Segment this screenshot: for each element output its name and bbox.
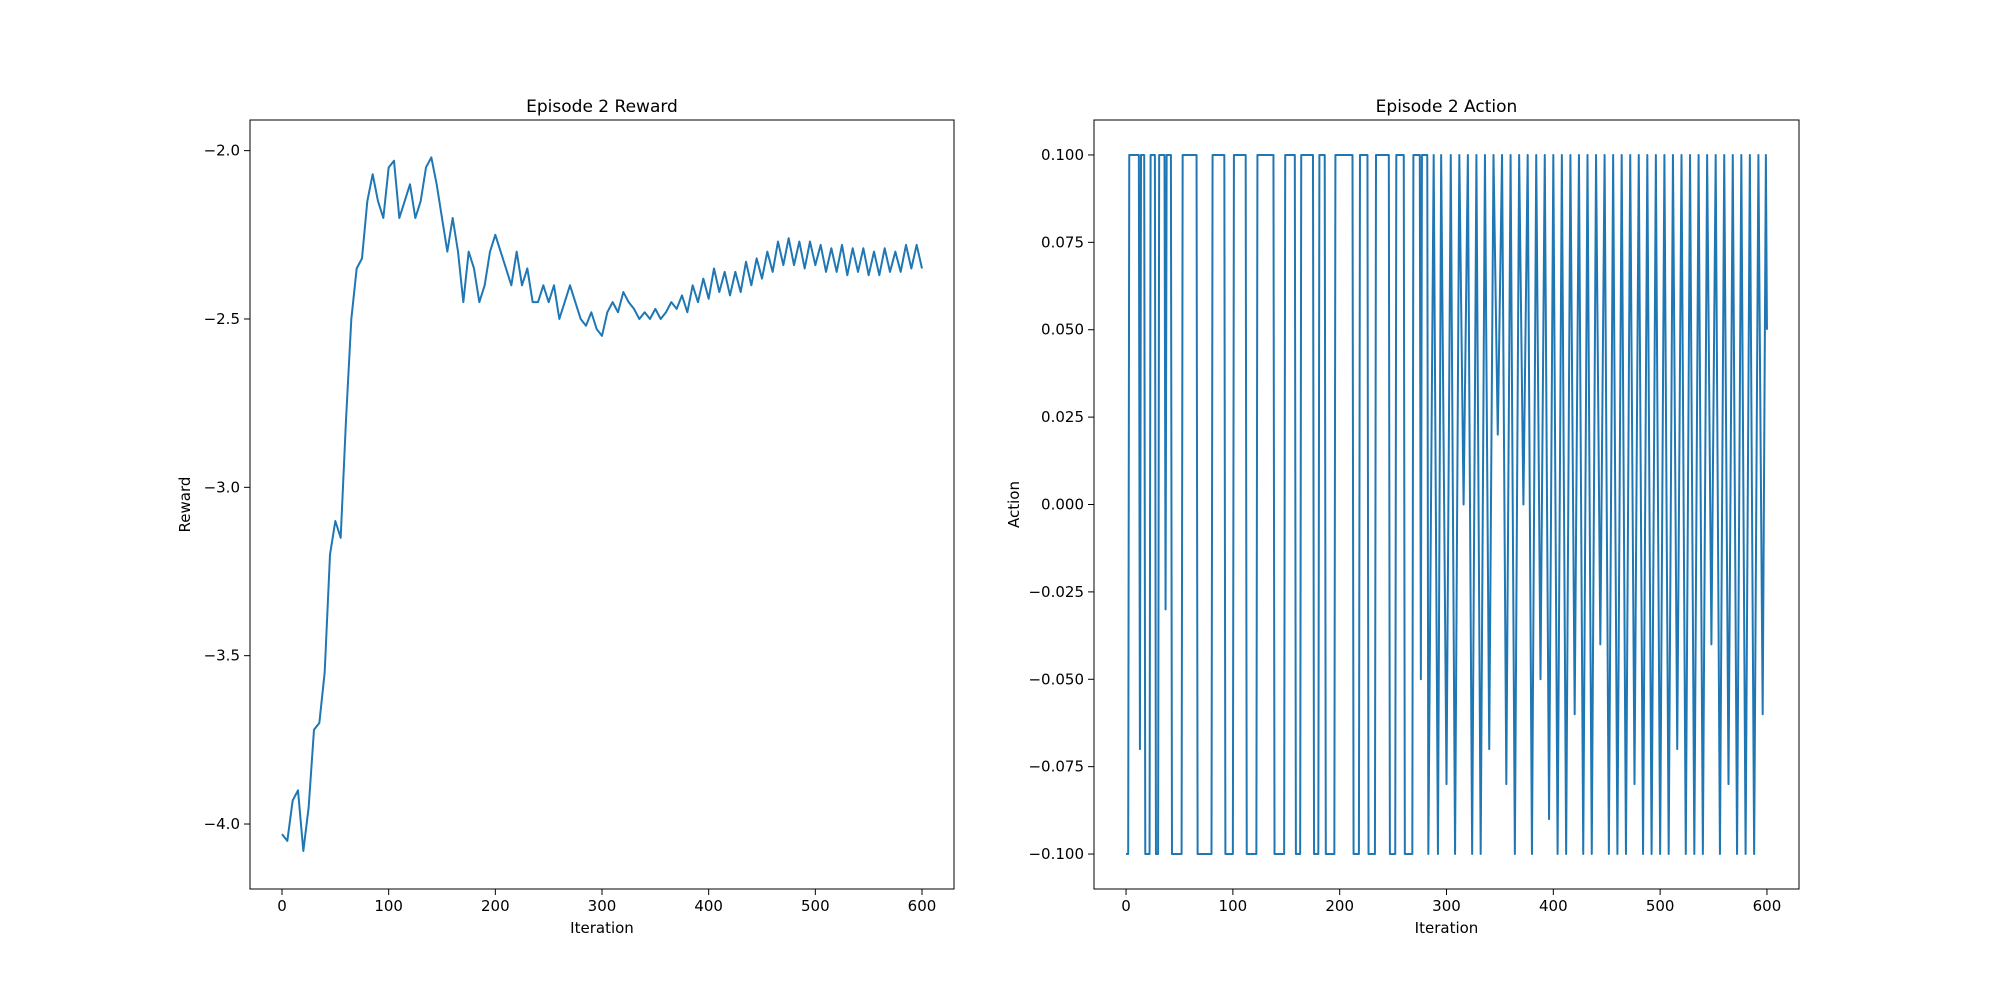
y-tick-label: −0.100 <box>1028 845 1084 863</box>
axes-frame <box>249 119 955 890</box>
x-tick-label: 100 <box>1219 897 1248 915</box>
y-tick-label: 0.025 <box>1041 408 1084 426</box>
data-line <box>1126 153 1768 856</box>
y-tick-label: −0.050 <box>1028 670 1084 688</box>
y-tick-label: −2.0 <box>204 142 240 160</box>
x-tick-label: 200 <box>1325 897 1354 915</box>
x-tick-label: 0 <box>277 897 287 915</box>
data-line <box>281 156 923 852</box>
y-tick-label: −2.5 <box>204 310 240 328</box>
x-tick-label: 600 <box>908 897 937 915</box>
x-tick-label: 200 <box>481 897 510 915</box>
y-tick-label: −0.025 <box>1028 583 1084 601</box>
x-tick-label: 0 <box>1121 897 1131 915</box>
x-axis-label: Iteration <box>1415 919 1479 937</box>
chart-title: Episode 2 Action <box>1376 97 1518 117</box>
y-tick-label: −4.0 <box>204 815 240 833</box>
y-tick-label: 0.100 <box>1041 146 1084 164</box>
x-axis-label: Iteration <box>570 919 634 937</box>
x-tick-label: 600 <box>1753 897 1782 915</box>
x-tick-label: 300 <box>1432 897 1461 915</box>
y-tick-label: −0.075 <box>1028 758 1084 776</box>
y-tick-label: 0.000 <box>1041 496 1084 514</box>
x-tick-label: 300 <box>588 897 617 915</box>
x-tick-label: 100 <box>374 897 403 915</box>
x-tick-label: 400 <box>694 897 723 915</box>
x-tick-label: 500 <box>1646 897 1675 915</box>
chart-title: Episode 2 Reward <box>526 97 678 117</box>
y-axis-label: Action <box>1005 481 1023 528</box>
x-tick-label: 500 <box>801 897 830 915</box>
x-tick-label: 400 <box>1539 897 1568 915</box>
y-tick-label: 0.050 <box>1041 321 1084 339</box>
y-tick-label: −3.5 <box>204 647 240 665</box>
y-axis-label: Reward <box>176 477 194 533</box>
y-tick-label: −3.0 <box>204 478 240 496</box>
y-tick-label: 0.075 <box>1041 233 1084 251</box>
